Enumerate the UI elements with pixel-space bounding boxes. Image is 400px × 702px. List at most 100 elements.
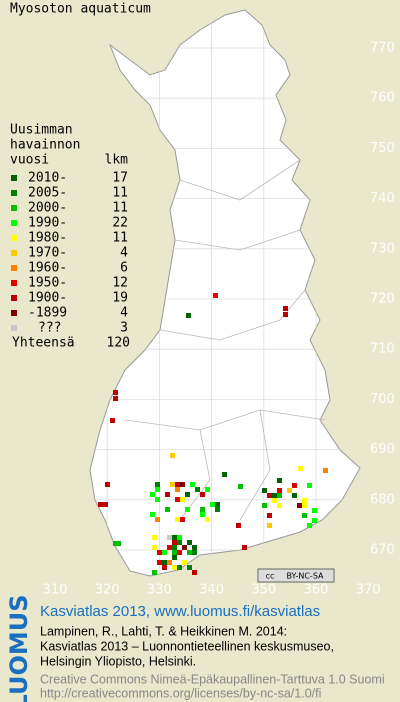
y-label: 680 [370, 492, 395, 507]
occurrence-square [267, 523, 272, 528]
occurrence-square [157, 560, 162, 565]
occurrence-square [170, 482, 175, 487]
legend-count: 6 [120, 261, 128, 276]
border [239, 409, 271, 521]
legend-label: -1899 [28, 306, 67, 321]
occurrence-square [180, 482, 185, 487]
occurrence-square [272, 498, 277, 503]
occurrence-square [292, 493, 297, 498]
occurrence-square [155, 517, 160, 522]
occurrence-square [155, 487, 160, 492]
occurrence-square [277, 488, 282, 493]
occurrence-square [292, 483, 297, 488]
occurrence-square [180, 497, 185, 502]
border [179, 429, 211, 521]
legend-count: 22 [112, 216, 128, 231]
occurrence-square [307, 523, 312, 528]
occurrence-square [113, 390, 118, 395]
occurrence-square [200, 492, 205, 497]
badge-license: BY-NC-SA [286, 572, 324, 581]
occurrence-square [162, 560, 167, 565]
region-borders [124, 159, 326, 521]
occurrence-square [302, 503, 307, 508]
x-label: 310 [43, 583, 68, 598]
border [124, 409, 326, 431]
occurrence-square [157, 550, 162, 555]
occurrence-square [312, 508, 317, 513]
occurrence-square [105, 482, 110, 487]
occurrence-square [113, 396, 118, 401]
legend-label: 1970- [28, 246, 67, 261]
occurrence-square [312, 518, 317, 523]
occurrence-square [236, 523, 241, 528]
occurrence-square [167, 535, 172, 540]
occurrence-square [267, 493, 272, 498]
y-label: 720 [370, 292, 395, 307]
occurrence-square [180, 517, 185, 522]
legend-header: havainnon [10, 138, 80, 153]
legend-swatch [11, 295, 17, 301]
occurrence-square [177, 540, 182, 545]
y-label: 770 [370, 41, 395, 56]
y-label: 750 [370, 141, 395, 156]
border [159, 289, 306, 341]
occurrence-square [155, 497, 160, 502]
legend-label: 1990- [28, 216, 67, 231]
legend-label: 1900- [28, 291, 67, 306]
occurrence-square [192, 550, 197, 555]
y-label: 730 [370, 241, 395, 256]
occurrence-square [182, 545, 187, 550]
legend-swatch [11, 325, 17, 331]
y-label: 670 [370, 543, 395, 558]
occurrence-square [150, 512, 155, 517]
occurrence-square [162, 550, 167, 555]
occurrence-square [185, 492, 190, 497]
occurrence-square [177, 565, 182, 570]
site-link[interactable]: Kasviatlas 2013, www.luomus.fi/kasviatla… [40, 603, 320, 620]
occurrence-square [267, 513, 272, 518]
legend: 2010- 17 2005- 11 2000- 11 1990- 22 1980- 11 1970-… [11, 171, 128, 336]
legend-label: 1980- [28, 231, 67, 246]
occurrence-square [302, 498, 307, 503]
legend-swatch [11, 235, 17, 241]
occurrence-square [272, 493, 277, 498]
occurrence-square [215, 507, 220, 512]
legend-label: 2010- [28, 171, 67, 186]
occurrence-square [175, 517, 180, 522]
x-label: 320 [95, 583, 120, 598]
occurrence-square [200, 512, 205, 517]
occurrence-square [262, 503, 267, 508]
license-badge: cc BY-NC-SA [257, 568, 335, 583]
occurrence-square [152, 570, 157, 575]
occurrence-square [165, 492, 170, 497]
legend-count: 11 [112, 186, 128, 201]
legend-label: 1950- [28, 276, 67, 291]
citation-line: Lampinen, R., Lahti, T. & Heikkinen M. 2… [40, 624, 287, 638]
occurrence-square [205, 487, 210, 492]
license-line[interactable]: http://creativecommons.org/licenses/by-n… [40, 686, 321, 700]
legend-count: 19 [112, 291, 128, 306]
legend-swatch [11, 310, 17, 316]
occurrence-square [167, 560, 172, 565]
occurrence-square [175, 497, 180, 502]
occurrence-square [187, 565, 192, 570]
x-label: 330 [147, 583, 172, 598]
citation-line: Kasviatlas 2013 – Luonnontieteellinen ke… [40, 639, 334, 653]
occurrence-square [287, 488, 292, 493]
occurrence-square [162, 565, 167, 570]
occurrence-square [172, 565, 177, 570]
occurrence-square [172, 535, 177, 540]
occurrence-square [172, 550, 177, 555]
citation-line: Helsingin Yliopisto, Helsinki. [40, 654, 196, 668]
x-label: 360 [304, 583, 329, 598]
legend-header: vuosi [10, 153, 49, 168]
occurrence-square [262, 488, 267, 493]
legend-swatch [11, 205, 17, 211]
occurrence-square [113, 541, 118, 546]
y-label: 700 [370, 392, 395, 407]
occurrence-square [283, 306, 288, 311]
legend-swatch [11, 265, 17, 271]
occurrence-square [103, 502, 108, 507]
occurrence-square [187, 550, 192, 555]
